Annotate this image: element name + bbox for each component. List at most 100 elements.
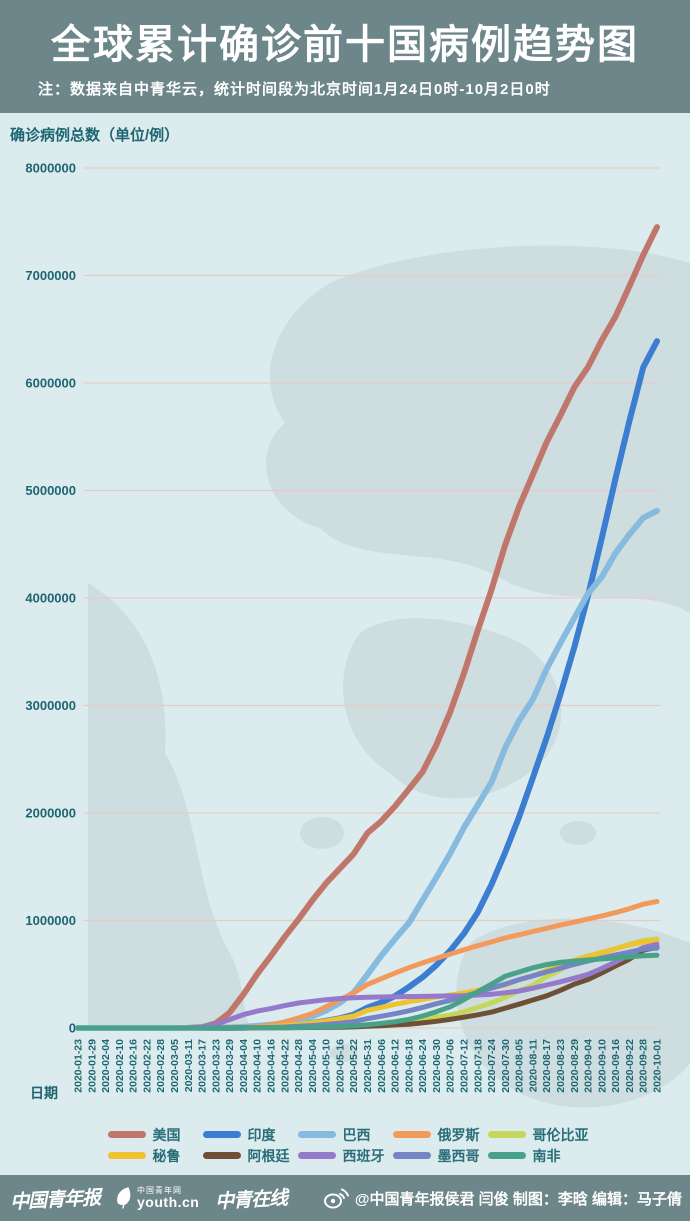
x-tick-label: 2020-09-04	[583, 1039, 595, 1093]
header-band: 全球累计确诊前十国病例趋势图 注：数据来自中青华云，统计时间段为北京时间1月24…	[0, 0, 690, 113]
x-tick-label: 2020-03-23	[210, 1039, 222, 1093]
legend-swatch-colombia	[487, 1131, 526, 1138]
legend-item-south-africa: 南非	[487, 1146, 583, 1166]
x-tick-label: 2020-02-28	[155, 1039, 167, 1093]
footer-logos: 中国青年报 中国青年网 youth.cn 中青在线	[0, 1185, 288, 1213]
y-tick-label: 2000000	[25, 806, 76, 821]
legend-item-peru: 秘鲁	[107, 1146, 203, 1166]
legend-row-2: 秘鲁 阿根廷 西班牙 墨西哥 南非	[0, 1145, 690, 1166]
x-tick-label: 2020-05-04	[307, 1039, 319, 1093]
legend-swatch-india	[202, 1131, 241, 1138]
legend-item-spain: 西班牙	[297, 1146, 393, 1166]
series-line-south-africa	[75, 952, 660, 1031]
legend-item-colombia: 哥伦比亚	[487, 1125, 589, 1145]
x-tick-label: 2020-07-06	[445, 1039, 457, 1093]
y-tick-label: 4000000	[25, 591, 76, 606]
footer-band: 中国青年报 中国青年网 youth.cn 中青在线 @中国青年报侯君 闫俊 制图…	[0, 1175, 690, 1221]
legend-swatch-brazil	[297, 1131, 336, 1138]
weibo-icon	[323, 1188, 349, 1209]
x-tick-label: 2020-06-24	[417, 1039, 429, 1093]
y-tick-label: 7000000	[25, 268, 76, 283]
legend-swatch-peru	[107, 1152, 146, 1159]
youth-cn-logo: 中国青年网 youth.cn	[116, 1187, 199, 1209]
legend-item-usa: 美国	[107, 1125, 203, 1145]
x-tick-label: 2020-07-24	[486, 1039, 498, 1093]
x-tick-label: 2020-01-29	[86, 1039, 98, 1093]
x-tick-label: 2020-07-12	[459, 1039, 471, 1093]
x-tick-label: 2020-05-10	[321, 1039, 333, 1093]
x-tick-label: 2020-06-12	[390, 1039, 402, 1093]
x-tick-label: 2020-01-23	[73, 1039, 85, 1093]
legend-label-mexico: 墨西哥	[437, 1147, 480, 1164]
ginkgo-leaf-icon	[117, 1187, 131, 1209]
legend-item-brazil: 巴西	[297, 1125, 393, 1145]
x-axis-title: 日期	[30, 1085, 58, 1101]
x-tick-label: 2020-02-16	[128, 1039, 140, 1093]
x-tick-label: 2020-04-04	[238, 1039, 250, 1093]
youth-cn-label-main: youth.cn	[137, 1194, 200, 1210]
x-tick-label: 2020-03-29	[224, 1039, 236, 1093]
legend-label-spain: 西班牙	[342, 1147, 385, 1164]
x-tick-label: 2020-09-28	[638, 1039, 650, 1093]
x-tick-label: 2020-03-05	[169, 1039, 181, 1093]
legend-label-india: 印度	[247, 1126, 276, 1143]
x-tick-label: 2020-06-30	[431, 1039, 443, 1093]
y-tick-label: 6000000	[25, 376, 76, 391]
x-tick-label: 2020-07-18	[472, 1039, 484, 1093]
x-tick-label: 2020-04-10	[252, 1039, 264, 1093]
x-tick-label: 2020-03-11	[183, 1039, 195, 1092]
y-tick-label: 5000000	[25, 483, 76, 498]
credit-text: @中国青年报侯君 闫俊 制图：李晗 编辑：马子倩	[354, 1190, 682, 1208]
x-tick-label: 2020-02-22	[141, 1039, 153, 1093]
x-tick-label: 2020-10-01	[652, 1039, 664, 1093]
x-tick-label: 2020-05-16	[334, 1039, 346, 1093]
legend-label-colombia: 哥伦比亚	[532, 1126, 589, 1143]
data-source-note: 注：数据来自中青华云，统计时间段为北京时间1月24日0时-10月2日0时	[38, 81, 551, 98]
x-tick-label: 2020-09-10	[596, 1039, 608, 1093]
legend-label-argentina: 阿根廷	[247, 1147, 290, 1164]
x-tick-label: 2020-04-22	[279, 1039, 291, 1093]
x-tick-label: 2020-05-22	[348, 1039, 360, 1093]
x-tick-label: 2020-04-16	[266, 1039, 278, 1093]
legend-swatch-spain	[297, 1152, 336, 1159]
y-tick-label: 8000000	[25, 161, 76, 176]
legend-swatch-russia	[392, 1131, 431, 1138]
legend-label-peru: 秘鲁	[152, 1147, 181, 1164]
x-tick-label: 2020-08-29	[569, 1039, 581, 1093]
x-tick-label: 2020-04-28	[293, 1039, 305, 1093]
y-axis-title: 确诊病例总数（单位/例）	[10, 126, 179, 144]
legend-label-russia: 俄罗斯	[437, 1126, 480, 1143]
zhongqing-online-logo: 中青在线	[214, 1186, 288, 1213]
x-tick-label: 2020-06-06	[376, 1039, 388, 1093]
china-youth-daily-logo: 中国青年报	[9, 1186, 101, 1213]
page-title: 全球累计确诊前十国病例趋势图	[51, 23, 639, 67]
youth-cn-label-top: 中国青年网	[137, 1186, 183, 1195]
trend-chart: 0 1000000 2000000 3000000 4000000 5000000 6000…	[10, 126, 690, 1108]
chart-legend: 美国 印度 巴西 俄罗斯 哥伦比亚 秘鲁 阿根廷 西班牙 墨西哥 南非	[0, 1124, 690, 1166]
y-tick-label: 3000000	[25, 698, 76, 713]
x-tick-label: 2020-08-23	[555, 1039, 567, 1093]
x-tick-label: 2020-09-22	[624, 1039, 636, 1093]
legend-item-argentina: 阿根廷	[202, 1146, 298, 1166]
legend-item-india: 印度	[202, 1125, 298, 1145]
x-tick-label: 2020-08-05	[514, 1039, 526, 1093]
x-tick-label: 2020-03-17	[197, 1039, 209, 1093]
credit-line: @中国青年报侯君 闫俊 制图：李晗 编辑：马子倩	[323, 1187, 690, 1209]
legend-swatch-argentina	[202, 1152, 241, 1159]
x-tick-label: 2020-05-31	[362, 1039, 374, 1093]
legend-row-1: 美国 印度 巴西 俄罗斯 哥伦比亚	[0, 1124, 690, 1145]
legend-label-south-africa: 南非	[532, 1147, 561, 1164]
legend-item-russia: 俄罗斯	[392, 1125, 488, 1145]
x-tick-label: 2020-07-30	[500, 1039, 512, 1093]
legend-item-mexico: 墨西哥	[392, 1146, 488, 1166]
y-tick-label: 0	[69, 1021, 76, 1036]
x-tick-label: 2020-06-18	[403, 1039, 415, 1093]
legend-label-brazil: 巴西	[342, 1126, 371, 1143]
x-tick-label: 2020-09-16	[610, 1039, 622, 1093]
y-tick-label: 1000000	[25, 913, 76, 928]
legend-label-usa: 美国	[152, 1126, 181, 1143]
world-map-backdrop	[88, 245, 690, 1108]
x-tick-label: 2020-02-04	[100, 1039, 112, 1093]
legend-swatch-mexico	[392, 1152, 431, 1159]
